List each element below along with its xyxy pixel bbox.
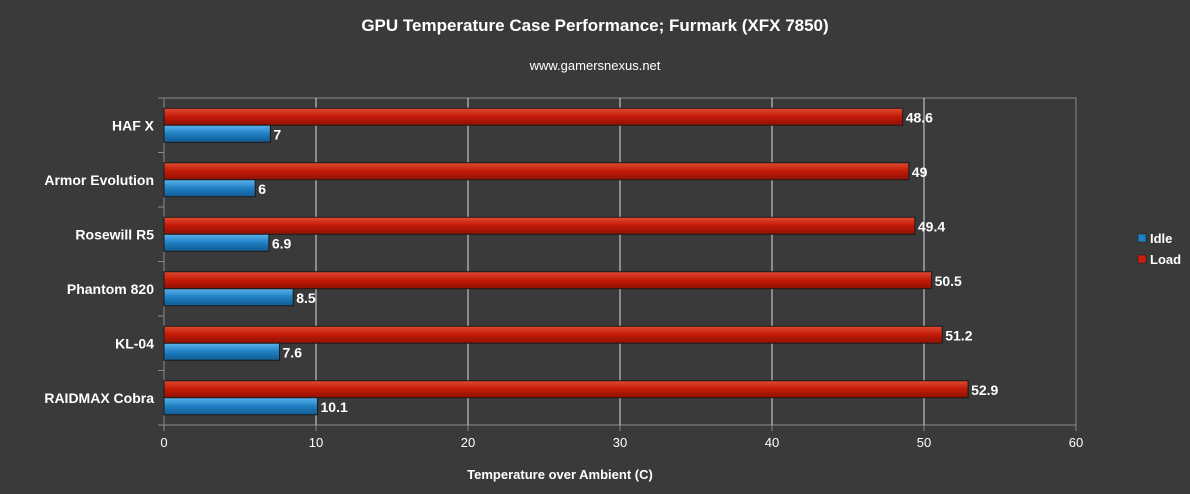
legend-swatch-load bbox=[1137, 254, 1147, 264]
category-label: RAIDMAX Cobra bbox=[44, 390, 154, 406]
data-label-idle: 10.1 bbox=[321, 399, 348, 415]
category-label: HAF X bbox=[112, 117, 155, 133]
legend-label-load: Load bbox=[1150, 252, 1181, 267]
x-axis: 0 10 20 30 40 50 60 bbox=[160, 425, 1083, 450]
data-label-load: 52.9 bbox=[971, 382, 998, 398]
x-tick-label: 60 bbox=[1069, 435, 1083, 450]
data-label-idle: 6.9 bbox=[272, 235, 292, 251]
bar-idle bbox=[163, 233, 270, 252]
chart-title: GPU Temperature Case Performance; Furmar… bbox=[361, 16, 828, 35]
x-tick-label: 20 bbox=[461, 435, 475, 450]
legend-swatch-idle bbox=[1137, 233, 1147, 243]
data-labels: 48.6 7 49 6 49.4 6.9 50.5 8.5 51.2 7.6 52.9 10.1 bbox=[258, 109, 998, 415]
bar-load bbox=[163, 271, 933, 290]
bar-load bbox=[163, 380, 969, 399]
data-label-load: 49.4 bbox=[918, 218, 945, 234]
category-label: Rosewill R5 bbox=[75, 226, 154, 242]
x-tick-label: 50 bbox=[917, 435, 931, 450]
x-tick-label: 40 bbox=[765, 435, 779, 450]
chart-subtitle: www.gamersnexus.net bbox=[529, 58, 661, 73]
legend: Idle Load bbox=[1137, 231, 1181, 267]
x-tick-label: 30 bbox=[613, 435, 627, 450]
x-axis-label: Temperature over Ambient (C) bbox=[467, 467, 653, 482]
category-axis: HAF X Armor Evolution Rosewill R5 Phantom 8… bbox=[44, 97, 164, 426]
x-tick-label: 10 bbox=[309, 435, 323, 450]
category-label: Phantom 820 bbox=[67, 281, 154, 297]
bar-load bbox=[163, 107, 904, 126]
bar-idle bbox=[163, 288, 294, 307]
data-label-idle: 7.6 bbox=[283, 344, 303, 360]
bars bbox=[163, 107, 969, 416]
data-label-load: 49 bbox=[912, 164, 928, 180]
bar-idle bbox=[163, 124, 271, 143]
category-label: Armor Evolution bbox=[44, 172, 154, 188]
category-label: KL-04 bbox=[115, 335, 154, 351]
bar-idle bbox=[163, 179, 256, 198]
bar-load bbox=[163, 216, 916, 235]
bar-load bbox=[163, 162, 910, 181]
data-label-load: 50.5 bbox=[935, 273, 962, 289]
bar-idle bbox=[163, 342, 281, 361]
data-label-idle: 8.5 bbox=[296, 290, 316, 306]
data-label-idle: 6 bbox=[258, 181, 266, 197]
bar-idle bbox=[163, 397, 319, 416]
bar-load bbox=[163, 325, 943, 344]
data-label-idle: 7 bbox=[273, 126, 281, 142]
legend-label-idle: Idle bbox=[1150, 231, 1172, 246]
data-label-load: 51.2 bbox=[945, 327, 972, 343]
data-label-load: 48.6 bbox=[906, 109, 933, 125]
x-tick-label: 0 bbox=[160, 435, 167, 450]
grid-lines bbox=[315, 98, 925, 425]
